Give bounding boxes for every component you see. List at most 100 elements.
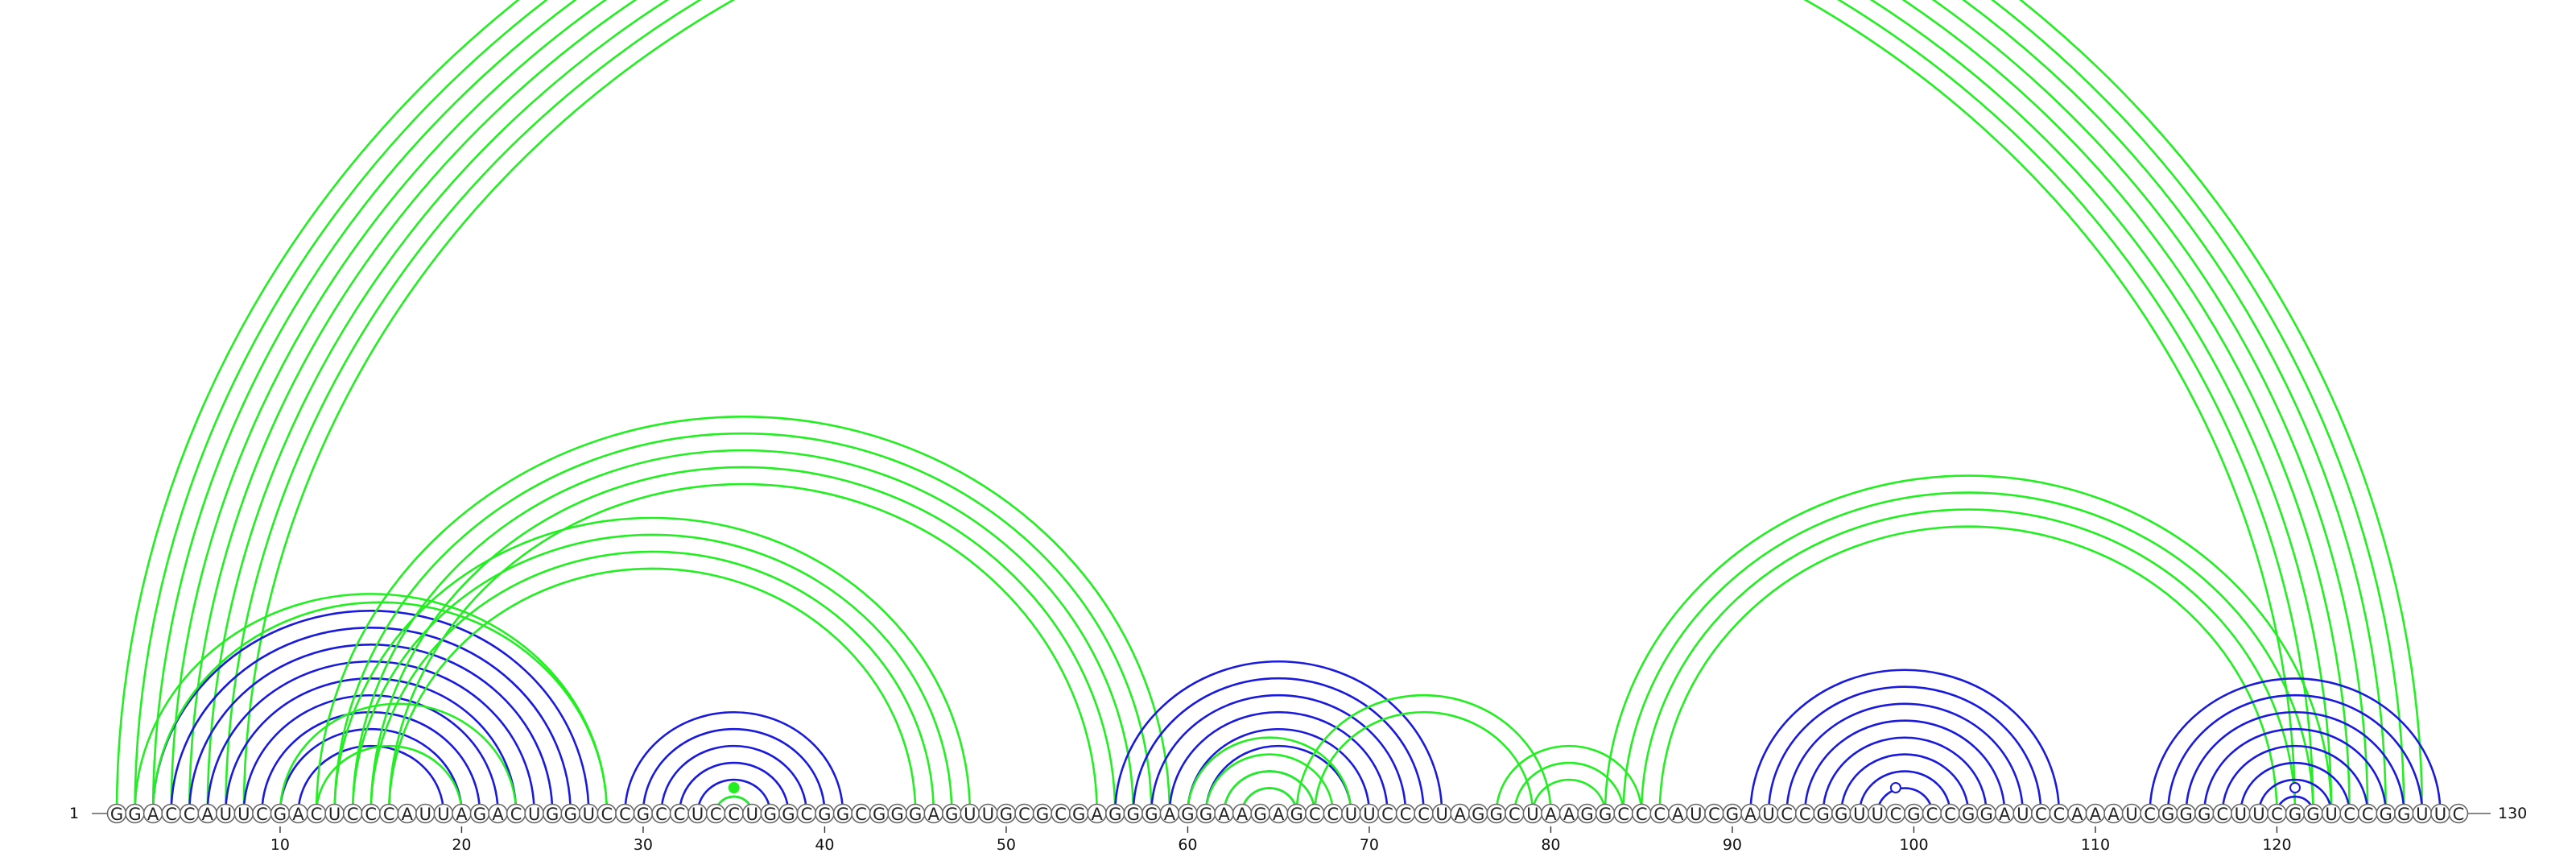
nucleotide: C: [1631, 803, 1652, 824]
nucleotide-letter: C: [855, 805, 867, 824]
nucleotide: U: [324, 803, 345, 824]
nucleotide-letter: G: [637, 805, 650, 824]
base-pair-arc: [2202, 727, 2388, 814]
nucleotide: A: [197, 803, 218, 824]
nucleotide: G: [270, 803, 291, 824]
nucleotide: A: [1450, 803, 1470, 824]
nucleotide: A: [2103, 803, 2124, 824]
nucleotide: C: [1051, 803, 1071, 824]
base-pair-arc: [1295, 693, 1552, 814]
nucleotide-letter: U: [1762, 805, 1774, 824]
nucleotide: G: [1958, 803, 1979, 824]
nucleotide-letter: C: [1708, 805, 1720, 824]
nucleotide-letter: G: [1580, 805, 1593, 824]
nucleotide-letter: U: [583, 805, 595, 824]
nucleotide: U: [415, 803, 436, 824]
base-pair-arc: [242, 0, 2297, 814]
nucleotide: A: [1087, 803, 1107, 824]
nucleotide-letter: G: [1907, 805, 1920, 824]
nucleotide-letter: A: [1545, 805, 1557, 824]
nucleotide-letter: U: [746, 805, 758, 824]
nucleotide: A: [1541, 803, 1561, 824]
nucleotide-letter: C: [256, 805, 268, 824]
nucleotide-letter: G: [2306, 805, 2319, 824]
nucleotide-letter: A: [1999, 805, 2011, 824]
nucleotide: U: [687, 803, 708, 824]
nucleotide-letter: G: [2161, 805, 2174, 824]
nucleotide-letter: G: [2198, 805, 2211, 824]
nucleotide: G: [2394, 803, 2414, 824]
base-pair-arc: [1640, 508, 2297, 814]
nucleotide-letter: C: [311, 805, 323, 824]
nucleotide: A: [923, 803, 944, 824]
nucleotide: C: [1014, 803, 1034, 824]
nucleotide: C: [179, 803, 200, 824]
nucleotide: G: [1286, 803, 1307, 824]
nucleotide-letter: G: [909, 805, 922, 824]
nucleotide-letter: U: [1526, 805, 1538, 824]
nucleotide-letter: G: [836, 805, 849, 824]
base-pair-arc: [1204, 744, 1352, 814]
base-pair-arc: [2240, 761, 2351, 814]
nucleotide-letter: U: [982, 805, 994, 824]
nucleotide: C: [361, 803, 382, 824]
nucleotide: A: [288, 803, 308, 824]
nucleotide: G: [869, 803, 890, 824]
nucleotide: C: [651, 803, 671, 824]
base-pair-arc: [624, 710, 844, 814]
nucleotide-letter: G: [945, 805, 958, 824]
tick-label: 20: [452, 836, 471, 854]
nucleotide: C: [378, 803, 399, 824]
nucleotide-letter: A: [456, 805, 468, 824]
nucleotide: C: [161, 803, 181, 824]
end-label: 130: [2498, 805, 2527, 822]
base-pair-arc: [660, 744, 808, 814]
nucleotide: G: [1032, 803, 1053, 824]
nucleotide-letter: G: [2380, 805, 2392, 824]
nucleotide: G: [1813, 803, 1833, 824]
nucleotide-letter: C: [710, 805, 722, 824]
nucleotide-letter: A: [2107, 805, 2120, 824]
base-pair-arc: [135, 0, 2405, 814]
nucleotide: A: [1214, 803, 1234, 824]
nucleotide: G: [542, 803, 563, 824]
nucleotide-letter: U: [437, 805, 449, 824]
nucleotide: U: [2412, 803, 2433, 824]
nucleotide: G: [1250, 803, 1270, 824]
nucleotide: G: [815, 803, 835, 824]
nucleotide: C: [2140, 803, 2160, 824]
nucleotide: C: [2448, 803, 2469, 824]
nucleotide: C: [1777, 803, 1797, 824]
base-pair-arc: [1113, 660, 1443, 814]
nucleotide-letter: G: [1290, 805, 1303, 824]
tick-label: 100: [1899, 836, 1928, 854]
nucleotide-letter: C: [184, 805, 196, 824]
base-pair-arc: [1839, 753, 1970, 814]
nucleotide: G: [633, 803, 654, 824]
base-pair-arc: [151, 0, 2388, 814]
nucleotide-letter: C: [801, 805, 813, 824]
nucleotide-letter: C: [728, 805, 740, 824]
nucleotide: C: [1885, 803, 1906, 824]
nucleotide: A: [2067, 803, 2087, 824]
nucleotide: C: [597, 803, 617, 824]
nucleotide-letter: U: [419, 805, 431, 824]
nucleotide: A: [1740, 803, 1761, 824]
nucleotide-letter: U: [1345, 805, 1357, 824]
nucleotide: G: [2157, 803, 2178, 824]
nucleotide-letter: U: [2325, 805, 2337, 824]
nucleotide: G: [2303, 803, 2323, 824]
base-pair-arc: [369, 466, 1117, 814]
nucleotide-letter: C: [2271, 805, 2283, 824]
nucleotide: G: [1722, 803, 1743, 824]
nucleotide: C: [669, 803, 690, 824]
base-pair-arc: [151, 601, 609, 814]
nucleotide-letter: G: [873, 805, 886, 824]
tick-label: 50: [997, 836, 1016, 854]
nucleotide: C: [1613, 803, 1633, 824]
base-pair-arc: [387, 567, 917, 814]
nucleotide: G: [1068, 803, 1089, 824]
nucleotide-letter: G: [1072, 805, 1085, 824]
nucleotide: G: [760, 803, 781, 824]
